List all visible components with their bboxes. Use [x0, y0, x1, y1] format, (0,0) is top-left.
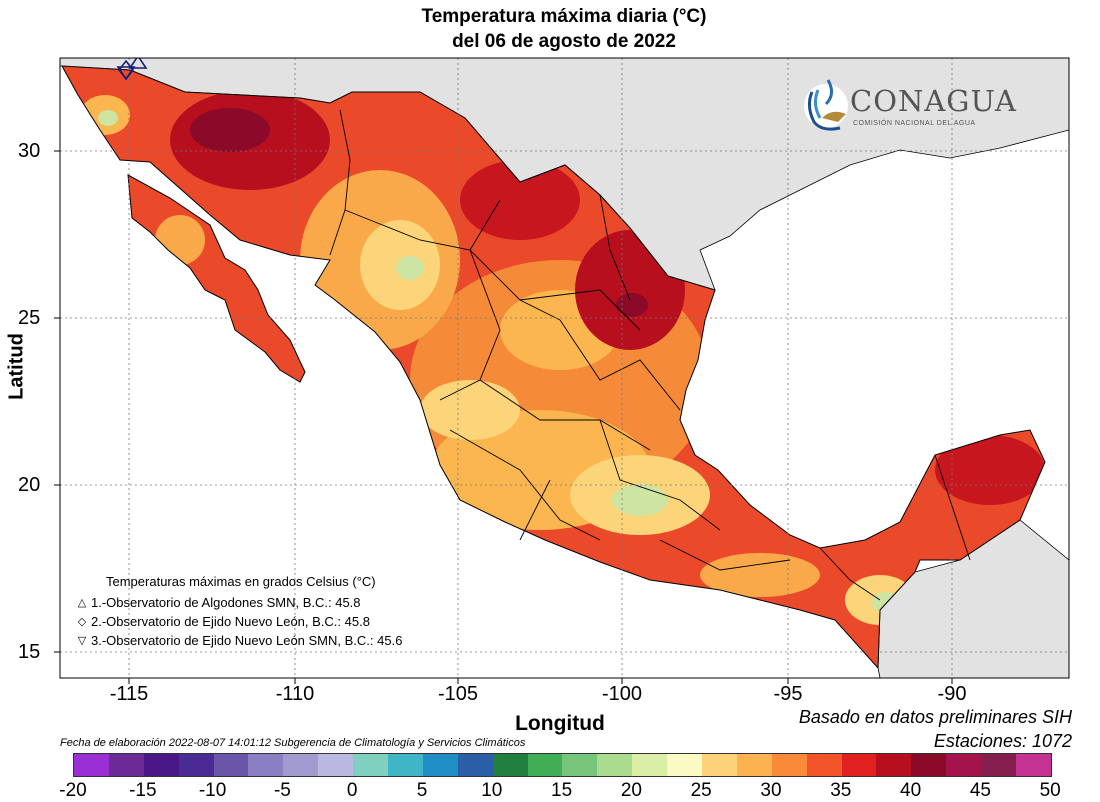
legend-item-text: 3.-Observatorio de Ejido Nuevo León SMN,… — [91, 633, 403, 648]
station-marker-algodones — [128, 58, 148, 69]
extreme-stations-legend: Temperaturas máximas en grados Celsius (… — [73, 574, 403, 650]
triangle-up-icon: △ — [77, 597, 87, 609]
x-tick-minus115: -115 — [109, 683, 149, 705]
colorbar-tick-label: 30 — [760, 780, 782, 801]
colorbar-tick-label: 0 — [346, 780, 358, 801]
colorbar-swatch — [283, 754, 319, 776]
triangle-down-icon: ▽ — [77, 635, 87, 647]
conagua-logo-subtitle: COMISIÓN NACIONAL DEL AGUA — [853, 120, 976, 127]
colorbar-tick-label: 50 — [1039, 780, 1061, 801]
station-marker-ejido-nuevo-leon-smn — [116, 66, 136, 81]
colorbar-tick-label: -20 — [59, 780, 87, 801]
colorbar-swatch — [422, 754, 458, 776]
colorbar-tick-label: 10 — [481, 780, 503, 801]
colorbar-swatch — [736, 754, 772, 776]
legend-item: △ 1.-Observatorio de Algodones SMN, B.C.… — [73, 593, 402, 612]
y-axis-label: Latitud — [5, 333, 28, 400]
y-tick-25: 25 — [18, 307, 41, 329]
colorbar-swatch — [946, 754, 982, 776]
mexico-outline — [61, 65, 1046, 670]
colorbar-tick-label: 25 — [690, 780, 712, 801]
colorbar-swatch — [562, 754, 598, 776]
legend-item-text: 2.-Observatorio de Ejido Nuevo León, B.C… — [91, 614, 370, 629]
station-count: Estaciones: 1072 — [933, 731, 1072, 751]
data-basis-note: Basado en datos preliminares SIH — [798, 707, 1072, 727]
colorbar-swatch — [911, 754, 947, 776]
map-title-line2: del 06 de agosto de 2022 — [452, 31, 676, 52]
colorbar-swatch — [248, 754, 284, 776]
x-tick-minus90: -90 — [937, 683, 967, 705]
legend-title: Temperaturas máximas en grados Celsius (… — [106, 574, 376, 589]
colorbar-tick-label: 5 — [416, 780, 428, 801]
colorbar-swatch — [108, 754, 144, 776]
x-tick-minus95: -95 — [773, 683, 803, 705]
colorbar-swatch — [213, 754, 249, 776]
map-title-line1: Temperatura máxima diaria (°C) — [421, 6, 707, 27]
colorbar-swatch — [527, 754, 563, 776]
y-tick-15: 15 — [18, 641, 41, 663]
colorbar-swatch — [806, 754, 842, 776]
x-tick-minus100: -100 — [601, 683, 643, 705]
colorbar-tick-label: 40 — [900, 780, 922, 801]
colorbar-tick-label: 35 — [830, 780, 852, 801]
conagua-logo-text: CONAGUA — [850, 84, 1017, 118]
station-markers — [116, 58, 148, 81]
colorbar-swatch — [702, 754, 737, 776]
colorbar-tick-label: -10 — [198, 780, 227, 801]
baja-california-sur-outline — [127, 174, 306, 383]
colorbar-swatch — [632, 754, 668, 776]
state-borders — [329, 109, 971, 601]
colorbar-swatch — [876, 754, 912, 776]
colorbar-swatch — [318, 754, 354, 776]
colorbar-tick-label: 45 — [969, 780, 991, 801]
legend-item: ◇ 2.-Observatorio de Ejido Nuevo León, B… — [73, 612, 402, 631]
creation-credit: Fecha de elaboración 2022-08-07 14:01:12… — [60, 737, 526, 749]
tick-marks — [54, 150, 953, 684]
colorbar-swatch — [74, 754, 109, 776]
temperature-colorbar — [73, 753, 1052, 777]
map-frame — [59, 57, 1070, 679]
diamond-icon: ◇ — [77, 616, 87, 628]
colorbar-swatch — [178, 754, 214, 776]
colorbar-swatch — [841, 754, 877, 776]
colorbar-swatch — [457, 754, 493, 776]
colorbar-swatch — [353, 754, 389, 776]
colorbar-swatch — [492, 754, 528, 776]
legend-item: ▽ 3.-Observatorio de Ejido Nuevo León SM… — [73, 631, 403, 650]
colorbar-tick-label: 20 — [620, 780, 642, 801]
colorbar-swatch — [771, 754, 807, 776]
conagua-logo-mark — [804, 79, 848, 131]
grid-lines — [60, 58, 1069, 678]
colorbar-swatch — [667, 754, 703, 776]
colorbar-swatch — [1016, 754, 1051, 776]
colorbar-tick-label: -5 — [273, 780, 291, 801]
colorbar-swatch — [981, 754, 1017, 776]
x-axis-label: Longitud — [515, 712, 605, 735]
colorbar-swatch — [597, 754, 633, 776]
colorbar-swatch — [388, 754, 423, 776]
y-tick-30: 30 — [18, 140, 41, 162]
colorbar-swatch — [143, 754, 179, 776]
colorbar-tick-label: 15 — [551, 780, 573, 801]
colorbar-tick-label: -15 — [129, 780, 157, 801]
x-tick-minus105: -105 — [437, 683, 479, 705]
y-tick-20: 20 — [18, 474, 41, 496]
legend-item-text: 1.-Observatorio de Algodones SMN, B.C.: … — [91, 595, 361, 610]
x-tick-minus110: -110 — [275, 683, 315, 705]
